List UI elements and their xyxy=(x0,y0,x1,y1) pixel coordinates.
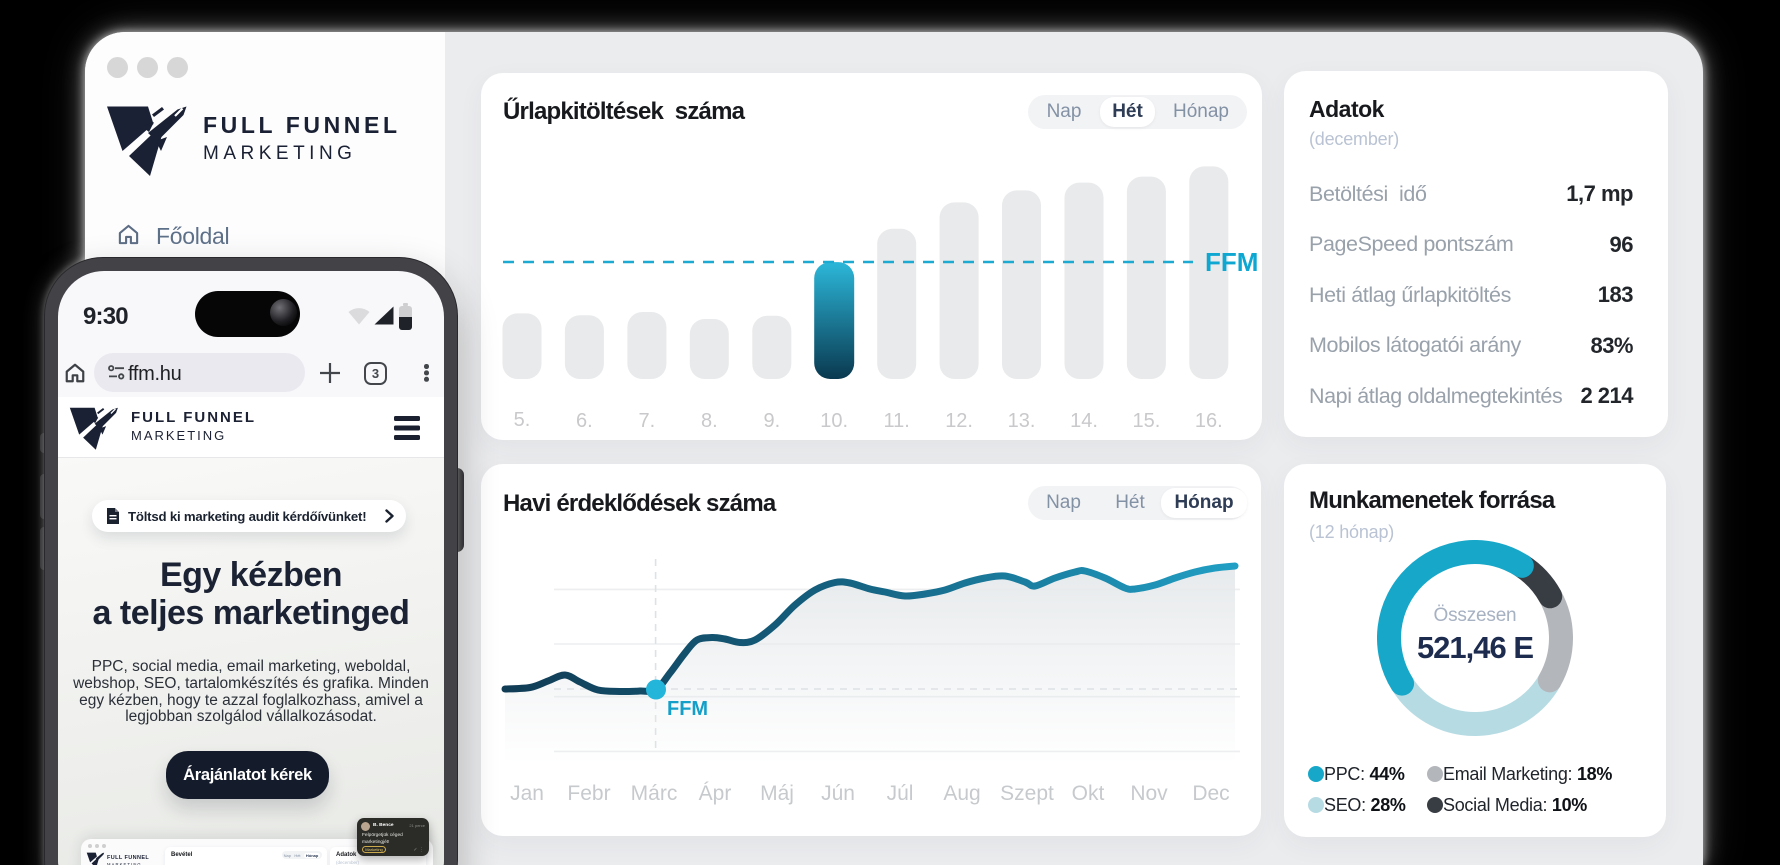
svg-text:Szept: Szept xyxy=(1000,782,1054,805)
svg-text:FFM: FFM xyxy=(667,698,708,720)
svg-text:8.: 8. xyxy=(701,410,718,432)
svg-text:Aug: Aug xyxy=(943,782,980,805)
svg-text:Máj: Máj xyxy=(760,782,794,805)
svg-text:9.: 9. xyxy=(763,410,780,432)
svg-text:12.: 12. xyxy=(945,410,973,432)
svg-text:Júl: Júl xyxy=(887,782,914,805)
svg-text:Febr: Febr xyxy=(567,782,610,805)
svg-text:FFM: FFM xyxy=(1205,247,1258,277)
svg-text:10.: 10. xyxy=(820,410,848,432)
svg-text:Nov: Nov xyxy=(1130,782,1168,805)
svg-text:15.: 15. xyxy=(1132,410,1160,432)
svg-text:Márc: Márc xyxy=(631,782,678,805)
svg-text:7.: 7. xyxy=(639,410,656,432)
svg-text:Dec: Dec xyxy=(1192,782,1229,805)
svg-text:11.: 11. xyxy=(884,410,910,432)
svg-text:14.: 14. xyxy=(1070,410,1098,432)
svg-text:13.: 13. xyxy=(1008,410,1036,432)
svg-text:Jún: Jún xyxy=(821,782,855,805)
svg-text:Okt: Okt xyxy=(1072,782,1105,805)
svg-text:6.: 6. xyxy=(576,410,593,432)
svg-text:Jan: Jan xyxy=(510,782,544,805)
svg-text:16.: 16. xyxy=(1195,410,1223,432)
svg-text:5.: 5. xyxy=(514,409,531,431)
svg-text:Ápr: Ápr xyxy=(699,782,732,805)
